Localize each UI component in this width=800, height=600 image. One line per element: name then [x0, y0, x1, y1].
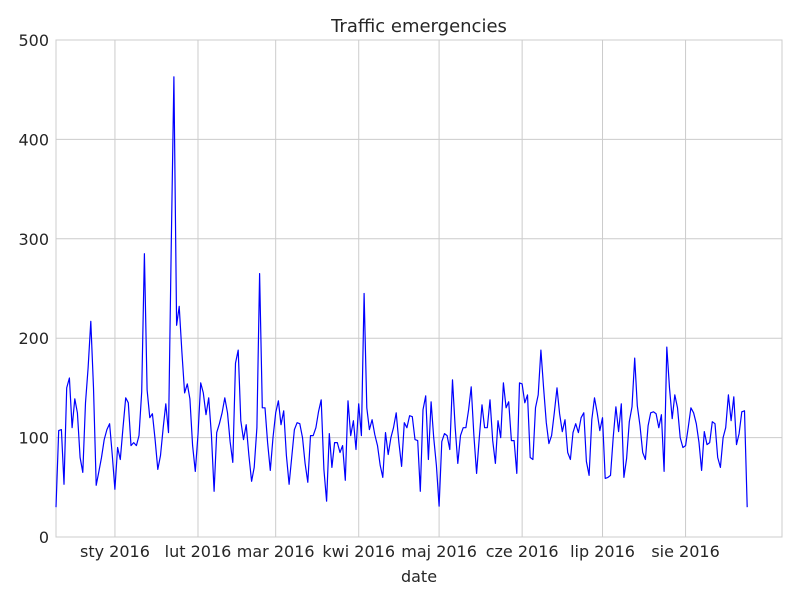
x-tick-label: sie 2016 [651, 542, 719, 561]
plot-frame [55, 39, 783, 538]
y-tick-label: 500 [18, 31, 49, 50]
chart-title: Traffic emergencies [330, 16, 507, 37]
plot-background [56, 40, 782, 537]
x-tick-label: kwi 2016 [322, 542, 395, 561]
y-axis: 0 100 200 300 400 500 [18, 31, 49, 547]
x-tick-label: sty 2016 [80, 542, 150, 561]
grid-lines [56, 39, 782, 538]
y-tick-label: 200 [18, 329, 49, 348]
x-tick-label: mar 2016 [237, 542, 315, 561]
x-tick-label: lip 2016 [570, 542, 635, 561]
x-axis-label: date [401, 567, 437, 586]
y-tick-label: 300 [18, 230, 49, 249]
x-tick-label: lut 2016 [165, 542, 232, 561]
y-tick-label: 0 [39, 528, 49, 547]
y-tick-label: 400 [18, 130, 49, 149]
x-tick-label: cze 2016 [486, 542, 559, 561]
x-tick-label: maj 2016 [401, 542, 477, 561]
y-tick-label: 100 [18, 429, 49, 448]
x-axis: sty 2016 lut 2016 mar 2016 kwi 2016 maj 2016… [80, 542, 720, 561]
series-line [55, 76, 748, 508]
